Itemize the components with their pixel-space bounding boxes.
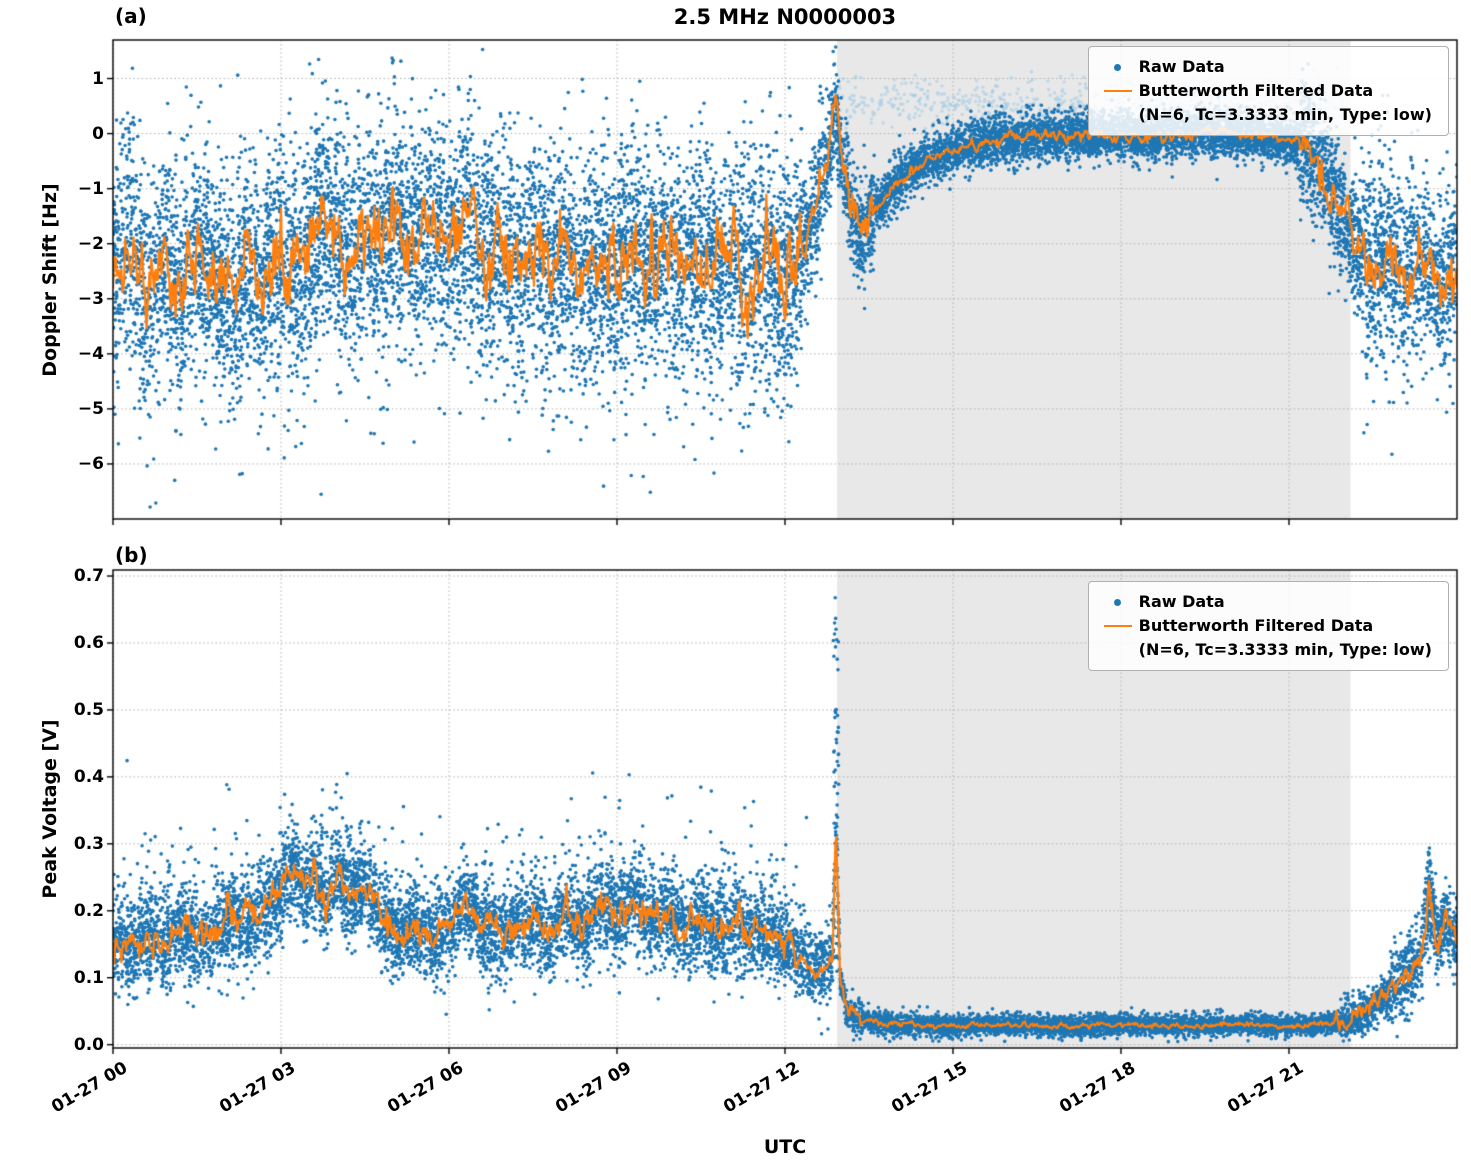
y-tick-label: 0.0: [73, 1034, 104, 1055]
filtered-data-line-icon: [1103, 625, 1132, 627]
legend-a-raw-row: Raw Data: [1097, 55, 1432, 79]
legend-b: Raw Data Butterworth Filtered Data (N=6,…: [1087, 581, 1449, 671]
legend-filtered-label: Butterworth Filtered Data (N=6, Tc=3.333…: [1139, 614, 1432, 662]
chart-title: 2.5 MHz N0000003: [673, 5, 897, 29]
raw-data-dot-icon: [1114, 63, 1122, 71]
y-tick-label: 0.1: [73, 967, 104, 988]
y-tick-label: 0.4: [73, 766, 104, 787]
legend-filtered-label: Butterworth Filtered Data (N=6, Tc=3.333…: [1139, 79, 1432, 127]
y-tick-label: −5: [77, 398, 104, 419]
legend-a: Raw Data Butterworth Filtered Data (N=6,…: [1087, 46, 1449, 136]
legend-b-filtered-row: Butterworth Filtered Data (N=6, Tc=3.333…: [1097, 614, 1432, 662]
legend-filtered-label-line2: (N=6, Tc=3.3333 min, Type: low): [1138, 640, 1432, 659]
y-tick-label: 0.3: [73, 833, 104, 854]
legend-b-raw-row: Raw Data: [1097, 590, 1432, 614]
y-tick-label: −6: [77, 453, 104, 474]
raw-data-dot-icon: [1114, 598, 1122, 606]
raw-data-marker: [1097, 55, 1139, 79]
filtered-data-marker: [1097, 79, 1139, 103]
y-tick-label: −4: [77, 343, 104, 364]
legend-a-filtered-row: Butterworth Filtered Data (N=6, Tc=3.333…: [1097, 79, 1432, 127]
y-tick-label: 0.6: [73, 632, 104, 653]
filtered-data-line-icon: [1103, 90, 1132, 92]
panel-a-label: (a): [115, 4, 147, 28]
y-tick-label: 0: [92, 123, 104, 144]
y-tick-label: 0.5: [73, 699, 104, 720]
legend-filtered-label-line1: Butterworth Filtered Data: [1138, 81, 1374, 100]
y-axis-label-a-text: Doppler Shift [Hz]: [39, 183, 61, 377]
raw-data-marker: [1097, 590, 1139, 614]
y-tick-label: 0.2: [73, 900, 104, 921]
panel-b-label: (b): [115, 543, 148, 567]
filtered-data-marker: [1097, 614, 1139, 638]
x-axis-label: UTC: [763, 1136, 807, 1158]
legend-filtered-label-line2: (N=6, Tc=3.3333 min, Type: low): [1138, 105, 1432, 124]
y-axis-label-b-text: Peak Voltage [V]: [39, 719, 61, 899]
y-tick-label: 1: [92, 68, 104, 89]
y-tick-label: −2: [77, 233, 104, 254]
legend-filtered-label-line1: Butterworth Filtered Data: [1138, 616, 1374, 635]
legend-raw-label: Raw Data: [1138, 592, 1225, 611]
legend-raw-label: Raw Data: [1138, 57, 1225, 76]
y-tick-label: −3: [77, 288, 104, 309]
y-tick-label: −1: [77, 178, 104, 199]
y-tick-label: 0.7: [73, 566, 104, 587]
